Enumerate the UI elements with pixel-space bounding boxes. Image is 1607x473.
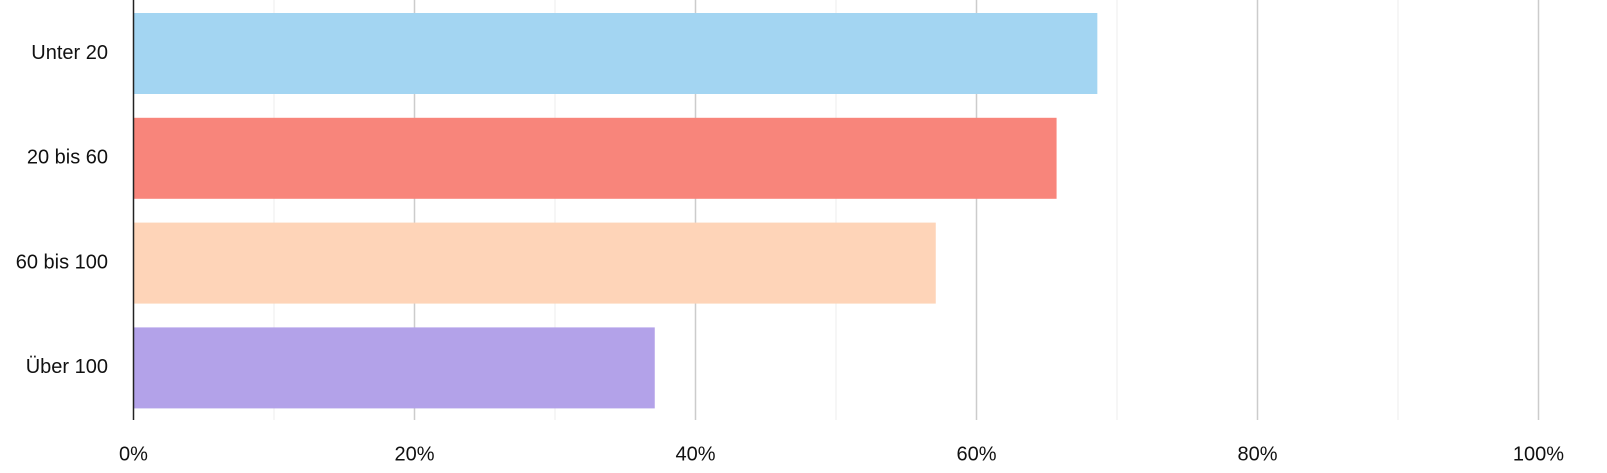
bar <box>133 222 936 304</box>
axis-labels: Unter 20 20 bis 60 60 bis 100 Über 100 0% 20%… <box>16 42 1565 466</box>
category-label: Unter 20 <box>31 42 108 64</box>
x-tick-label: 40% <box>675 443 715 465</box>
x-tick-label: 20% <box>394 443 434 465</box>
bar <box>133 327 655 409</box>
x-tick-label: 60% <box>956 443 996 465</box>
bar <box>133 13 1098 94</box>
x-tick-label: 100% <box>1513 443 1564 465</box>
x-tick-label: 0% <box>119 443 148 465</box>
bars <box>133 13 1098 409</box>
category-label: 60 bis 100 <box>16 251 108 273</box>
category-label: Über 100 <box>26 356 108 378</box>
category-label: 20 bis 60 <box>27 147 108 169</box>
bar <box>133 117 1057 199</box>
x-tick-label: 80% <box>1237 443 1277 465</box>
